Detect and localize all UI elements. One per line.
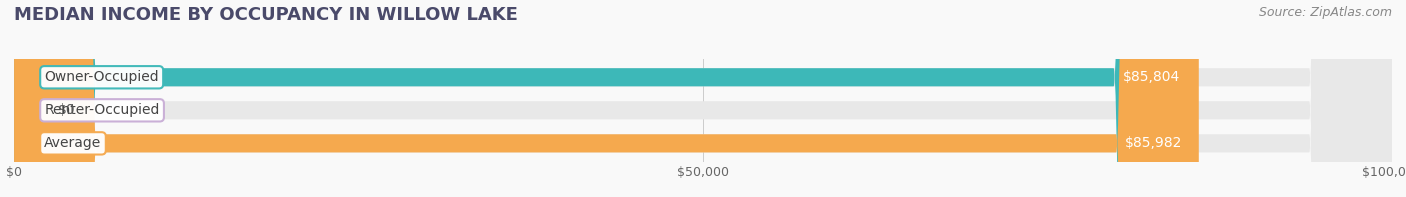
FancyBboxPatch shape	[14, 0, 1197, 197]
Text: $0: $0	[58, 103, 76, 117]
Text: Average: Average	[45, 136, 101, 150]
Text: $85,804: $85,804	[1122, 70, 1180, 84]
Text: Owner-Occupied: Owner-Occupied	[45, 70, 159, 84]
FancyBboxPatch shape	[14, 0, 1392, 197]
FancyBboxPatch shape	[14, 0, 1199, 197]
Text: Renter-Occupied: Renter-Occupied	[45, 103, 160, 117]
FancyBboxPatch shape	[14, 0, 1392, 197]
Text: $85,982: $85,982	[1125, 136, 1182, 150]
Text: Source: ZipAtlas.com: Source: ZipAtlas.com	[1258, 6, 1392, 19]
FancyBboxPatch shape	[14, 0, 1392, 197]
Text: MEDIAN INCOME BY OCCUPANCY IN WILLOW LAKE: MEDIAN INCOME BY OCCUPANCY IN WILLOW LAK…	[14, 6, 517, 24]
